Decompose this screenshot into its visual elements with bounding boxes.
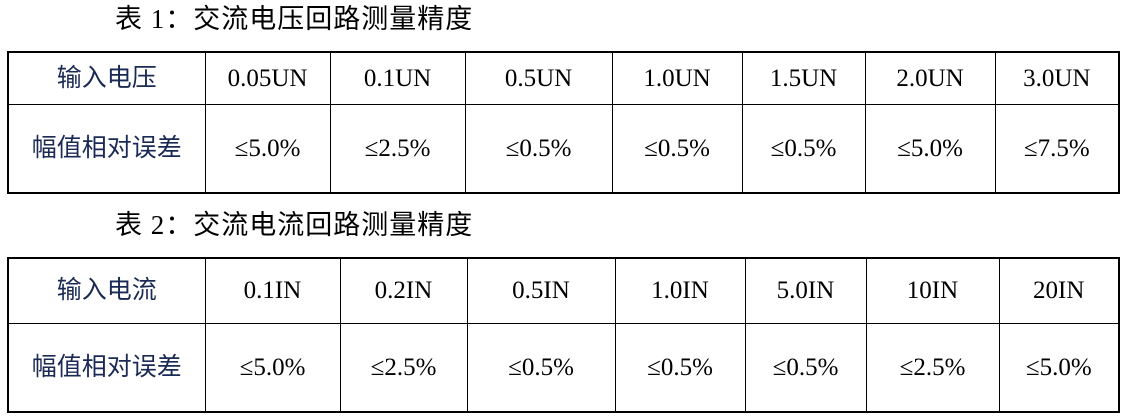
column-header: 5.0IN [744,257,867,324]
row-label: 幅值相对误差 [7,104,206,194]
table-row: 幅值相对误差 ≤5.0% ≤2.5% ≤0.5% ≤0.5% ≤0.5% ≤2.… [7,323,1120,413]
table-cell: ≤0.5% [744,323,867,413]
table-cell: ≤5.0% [204,323,341,413]
column-header: 0.5UN [464,51,613,105]
column-header: 10IN [865,257,1000,324]
header-label: 输入电流 [7,257,206,324]
column-header: 0.1IN [204,257,341,324]
column-header: 2.0UN [864,51,996,105]
table-cell: ≤5.0% [204,104,331,194]
column-header: 1.0UN [611,51,743,105]
table-cell: ≤0.5% [611,104,743,194]
table-cell: ≤0.5% [741,104,866,194]
voltage-accuracy-table: 输入电压 0.05UN 0.1UN 0.5UN 1.0UN 1.5UN 2.0U… [7,51,1120,194]
column-header: 0.5IN [466,257,616,324]
header-label: 输入电压 [7,51,206,105]
column-header: 0.1UN [329,51,466,105]
table-cell: ≤2.5% [865,323,1000,413]
column-header: 1.0IN [614,257,746,324]
column-header: 0.2IN [339,257,468,324]
table-row: 幅值相对误差 ≤5.0% ≤2.5% ≤0.5% ≤0.5% ≤0.5% ≤5.… [7,104,1120,194]
column-header: 3.0UN [994,51,1120,105]
row-label: 幅值相对误差 [7,323,206,413]
table-header-row: 输入电流 0.1IN 0.2IN 0.5IN 1.0IN 5.0IN 10IN … [7,257,1120,324]
table2-caption: 表 2：交流电流回路测量精度 [115,210,474,240]
table-cell: ≤2.5% [339,323,468,413]
column-header: 0.05UN [204,51,331,105]
table-cell: ≤7.5% [994,104,1120,194]
table-cell: ≤5.0% [998,323,1120,413]
column-header: 1.5UN [741,51,866,105]
table1-caption: 表 1：交流电压回路测量精度 [115,4,474,34]
current-accuracy-table: 输入电流 0.1IN 0.2IN 0.5IN 1.0IN 5.0IN 10IN … [7,257,1120,413]
table-header-row: 输入电压 0.05UN 0.1UN 0.5UN 1.0UN 1.5UN 2.0U… [7,51,1120,105]
table-cell: ≤5.0% [864,104,996,194]
table-cell: ≤0.5% [464,104,613,194]
table-cell: ≤2.5% [329,104,466,194]
table-cell: ≤0.5% [466,323,616,413]
table-cell: ≤0.5% [614,323,746,413]
column-header: 20IN [998,257,1120,324]
